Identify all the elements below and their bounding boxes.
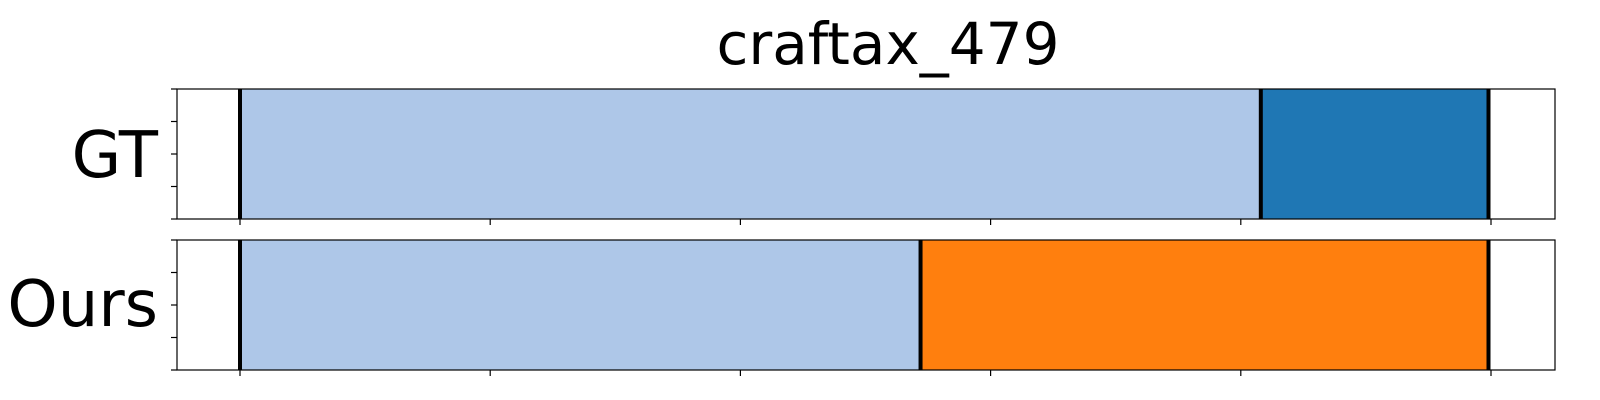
row-label-gt: GT: [72, 119, 159, 193]
segment-gt-2: [1260, 89, 1489, 219]
row-gt: GT: [72, 88, 1556, 225]
segment-ours-1: [240, 240, 921, 370]
row-ours: Ours: [7, 239, 1556, 376]
segment-gt-1: [240, 89, 1261, 219]
segment-ours-2: [920, 240, 1489, 370]
row-label-ours: Ours: [7, 268, 158, 342]
chart-title: craftax_479: [717, 10, 1060, 78]
